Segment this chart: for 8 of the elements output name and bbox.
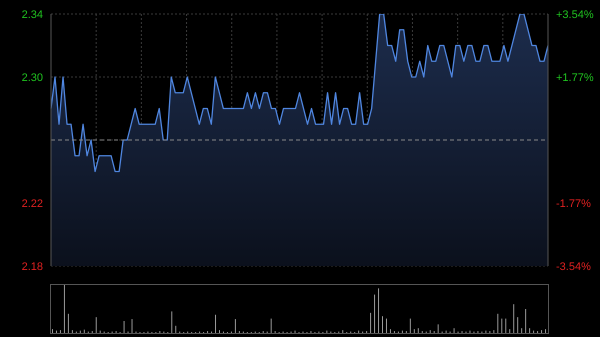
y2-tick-label: -1.77% <box>556 198 592 210</box>
y-tick-label: 2.18 <box>22 261 43 273</box>
y2-tick-label: +3.54% <box>556 9 594 21</box>
y2-tick-label: +1.77% <box>556 72 594 84</box>
y-tick-label: 2.30 <box>22 72 43 84</box>
y-tick-label: 2.22 <box>22 198 43 210</box>
y2-tick-label: -3.54% <box>556 261 592 273</box>
y-tick-label: 2.34 <box>22 9 43 21</box>
